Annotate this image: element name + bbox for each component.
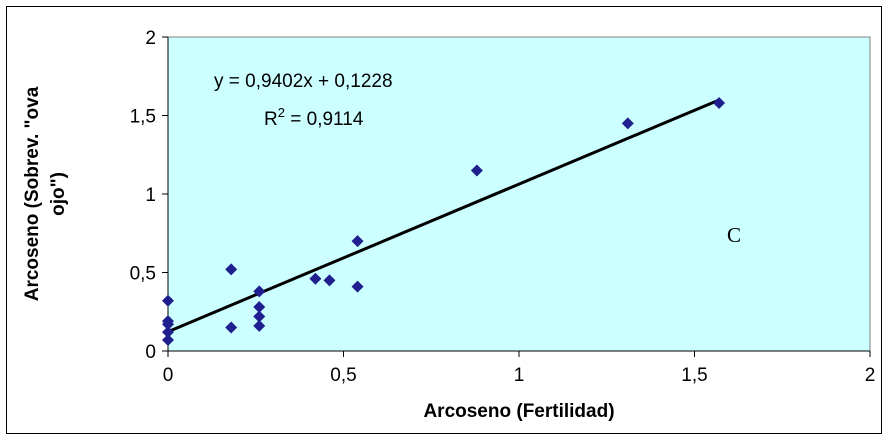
x-tick-label: 1	[514, 365, 525, 386]
y-axis-title-line-1: Arcoseno (Sobrev. "ova	[22, 86, 43, 301]
data-point	[225, 321, 238, 334]
data-point	[253, 319, 266, 332]
r2-superscript: 2	[278, 105, 285, 120]
r2-prefix: R	[264, 109, 278, 130]
data-point	[323, 274, 336, 287]
y-tick-label: 0	[145, 342, 156, 363]
x-tick-label: 2	[865, 365, 876, 386]
x-tick-label: 1,5	[681, 365, 707, 386]
data-point	[162, 326, 174, 339]
data-point	[713, 96, 726, 109]
data-point	[351, 235, 364, 248]
data-point	[253, 285, 266, 298]
data-point	[225, 263, 238, 276]
data-point	[253, 301, 266, 314]
r-squared-label: R2 = 0,9114	[264, 105, 364, 130]
panel-label: C	[727, 223, 741, 247]
data-point	[253, 310, 266, 323]
x-tick-label: 0	[163, 365, 174, 386]
data-point	[621, 117, 634, 130]
y-tick-label: 1,5	[130, 107, 156, 128]
x-axis-title: Arcoseno (Fertilidad)	[423, 401, 614, 422]
tick-labels: 0 0,5 1 1,5 2 0 0,5 1 1,5 2	[130, 28, 876, 386]
y-tick-label: 0,5	[130, 264, 156, 285]
y-axis-title-line-2: ojo")	[48, 172, 69, 216]
x-tick-label: 0,5	[330, 365, 356, 386]
data-point	[351, 280, 364, 293]
trendline-equation: y = 0,9402x + 0,1228	[214, 71, 393, 92]
r2-suffix: = 0,9114	[285, 109, 364, 130]
data-point	[470, 164, 483, 177]
data-point	[309, 272, 322, 285]
y-tick-label: 2	[145, 28, 156, 49]
plot-area	[167, 36, 871, 352]
y-tick-label: 1	[145, 185, 156, 206]
data-point	[162, 294, 174, 307]
data-point	[162, 334, 174, 347]
data-points	[162, 96, 726, 347]
data-point	[162, 315, 174, 328]
